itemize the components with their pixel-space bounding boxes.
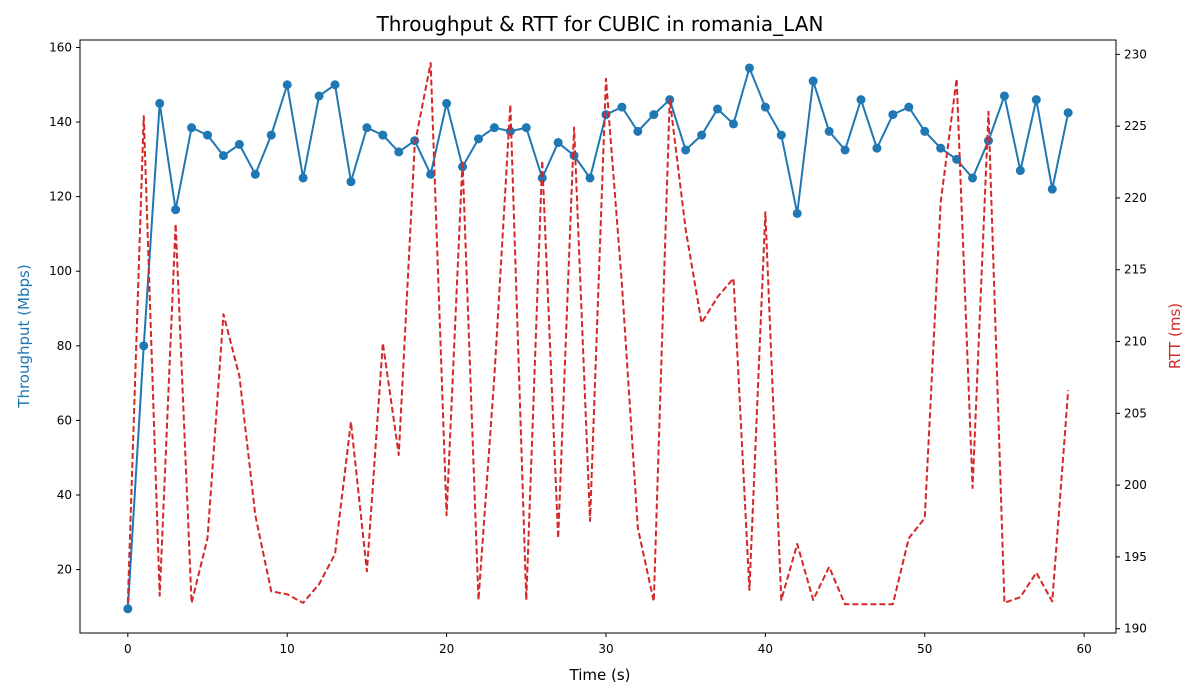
throughput-point bbox=[585, 173, 595, 183]
y-left-tick-label: 40 bbox=[57, 488, 72, 502]
chart-title: Throughput & RTT for CUBIC in romania_LA… bbox=[376, 12, 824, 36]
throughput-point bbox=[633, 126, 643, 136]
throughput-point bbox=[171, 205, 181, 215]
y-right-tick-label: 230 bbox=[1124, 47, 1147, 61]
throughput-point bbox=[968, 173, 978, 183]
throughput-point bbox=[203, 130, 213, 140]
throughput-point bbox=[298, 173, 308, 183]
throughput-point bbox=[1047, 184, 1057, 194]
plot-frame bbox=[79, 39, 1117, 634]
y-right-tick-label: 210 bbox=[1124, 335, 1147, 349]
throughput-point bbox=[792, 208, 802, 218]
x-tick-label: 50 bbox=[917, 642, 932, 656]
x-tick-label: 0 bbox=[124, 642, 132, 656]
y-left-tick-label: 60 bbox=[57, 413, 72, 427]
x-tick-label: 60 bbox=[1076, 642, 1091, 656]
throughput-point bbox=[569, 151, 579, 161]
y-axis-left: 20 40 60 80 100 120 140 160 bbox=[49, 40, 80, 577]
throughput-point bbox=[728, 119, 738, 129]
throughput-point bbox=[904, 102, 914, 112]
y-axis-right-label: RTT (ms) bbox=[1166, 303, 1184, 369]
x-tick-label: 30 bbox=[598, 642, 613, 656]
x-axis: 0 10 20 30 40 50 60 bbox=[124, 633, 1092, 656]
x-tick-label: 20 bbox=[439, 642, 454, 656]
throughput-point bbox=[378, 130, 388, 140]
throughput-point bbox=[426, 169, 436, 179]
series-layer bbox=[123, 61, 1073, 614]
y-right-tick-label: 205 bbox=[1124, 406, 1147, 420]
throughput-point bbox=[187, 123, 197, 133]
y-right-tick-label: 190 bbox=[1124, 622, 1147, 636]
throughput-point bbox=[489, 123, 499, 133]
throughput-point bbox=[681, 145, 691, 155]
y-left-tick-label: 120 bbox=[49, 190, 72, 204]
throughput-point bbox=[840, 145, 850, 155]
throughput-point bbox=[1063, 108, 1073, 118]
y-left-tick-label: 20 bbox=[57, 563, 72, 577]
x-tick-label: 40 bbox=[758, 642, 773, 656]
throughput-point bbox=[250, 169, 260, 179]
throughput-point bbox=[760, 102, 770, 112]
y-right-tick-label: 215 bbox=[1124, 263, 1147, 277]
throughput-line bbox=[126, 66, 1070, 609]
throughput-point bbox=[537, 173, 547, 183]
throughput-point bbox=[553, 138, 563, 148]
throughput-point bbox=[888, 110, 898, 120]
throughput-point bbox=[330, 80, 340, 90]
y-right-tick-label: 200 bbox=[1124, 478, 1147, 492]
throughput-point bbox=[808, 76, 818, 86]
throughput-point bbox=[697, 130, 707, 140]
throughput-point bbox=[649, 110, 659, 120]
y-axis-left-label: Throughput (Mbps) bbox=[15, 264, 33, 408]
throughput-point bbox=[139, 341, 149, 351]
throughput-point bbox=[394, 147, 404, 157]
x-tick-label: 10 bbox=[280, 642, 295, 656]
throughput-point bbox=[617, 102, 627, 112]
throughput-point bbox=[936, 143, 946, 153]
rtt-line bbox=[126, 61, 1070, 606]
throughput-point bbox=[346, 177, 356, 187]
y-right-tick-label: 220 bbox=[1124, 191, 1147, 205]
y-left-tick-label: 160 bbox=[49, 40, 72, 54]
y-left-tick-label: 100 bbox=[49, 264, 72, 278]
throughput-point bbox=[521, 123, 531, 133]
throughput-point bbox=[776, 130, 786, 140]
throughput-point bbox=[234, 139, 244, 149]
throughput-point bbox=[1031, 95, 1041, 105]
y-right-tick-label: 225 bbox=[1124, 119, 1147, 133]
throughput-point bbox=[744, 63, 754, 73]
throughput-point bbox=[314, 91, 324, 101]
y-left-tick-label: 140 bbox=[49, 115, 72, 129]
throughput-point bbox=[155, 98, 165, 108]
throughput-point bbox=[266, 130, 276, 140]
throughput-point bbox=[362, 123, 372, 133]
throughput-point bbox=[282, 80, 292, 90]
y-left-tick-label: 80 bbox=[57, 339, 72, 353]
x-axis-label: Time (s) bbox=[569, 666, 631, 684]
throughput-point bbox=[999, 91, 1009, 101]
throughput-point bbox=[872, 143, 882, 153]
throughput-point bbox=[856, 95, 866, 105]
throughput-point bbox=[920, 126, 930, 136]
y-right-tick-label: 195 bbox=[1124, 550, 1147, 564]
throughput-point bbox=[442, 98, 452, 108]
y-axis-right: 190 195 200 205 210 215 220 225 230 bbox=[1116, 47, 1147, 636]
throughput-point bbox=[713, 104, 723, 114]
throughput-point bbox=[824, 126, 834, 136]
throughput-point bbox=[1015, 166, 1025, 176]
throughput-point bbox=[123, 604, 133, 614]
throughput-point bbox=[473, 134, 483, 144]
throughput-point bbox=[218, 151, 228, 161]
